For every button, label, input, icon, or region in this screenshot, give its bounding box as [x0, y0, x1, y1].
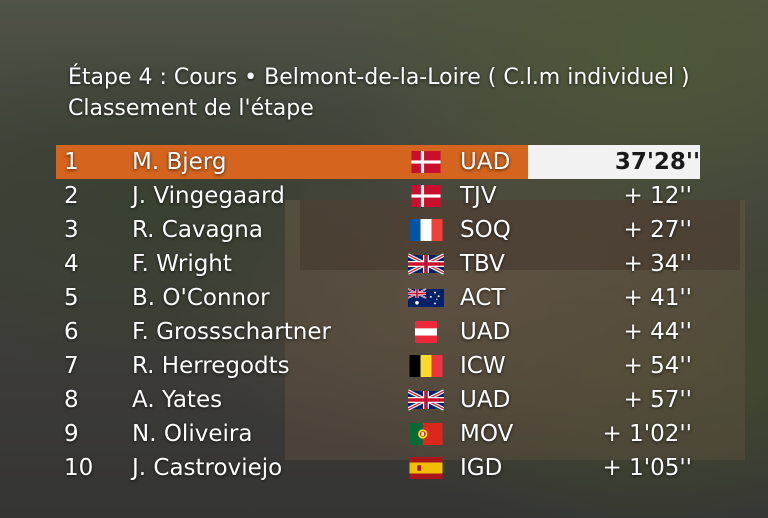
rider-name: N. Oliveira [132, 421, 253, 447]
rider-time: + 1'05'' [602, 455, 692, 481]
rider-rank: 2 [64, 183, 79, 209]
team-code: MOV [460, 421, 514, 447]
result-row: 9 N. Oliveira MOV + 1'02'' [56, 417, 700, 451]
result-row: 2 J. Vingegaard TJV + 12'' [56, 179, 700, 213]
rider-name: R. Cavagna [132, 217, 263, 243]
rider-rank: 9 [64, 421, 79, 447]
rider-name: R. Herregodts [132, 353, 290, 379]
rider-time: + 27'' [623, 217, 693, 243]
team-code: ACT [460, 285, 506, 311]
rider-time: + 12'' [623, 183, 693, 209]
austria-flag-icon [408, 321, 444, 343]
rider-time: + 41'' [623, 285, 693, 311]
rider-rank: 4 [64, 251, 79, 277]
rider-rank: 10 [64, 455, 94, 481]
rider-name: J. Vingegaard [132, 183, 285, 209]
rider-name: A. Yates [132, 387, 223, 413]
rider-rank: 7 [64, 353, 79, 379]
australia-flag-icon [408, 287, 444, 309]
stage-subtitle: Classement de l'étape [68, 96, 314, 121]
team-code: TBV [460, 251, 505, 277]
rider-name: J. Castroviejo [132, 455, 283, 481]
team-code: ICW [460, 353, 506, 379]
rider-time: + 54'' [623, 353, 693, 379]
team-code: UAD [460, 387, 511, 413]
rider-time: + 44'' [623, 319, 693, 345]
stage-header: Étape 4 : Cours • Belmont-de-la-Loire ( … [68, 62, 690, 124]
uk-flag-icon [408, 389, 444, 411]
results-board: 1 M. Bjerg UAD 37'28'' 2 J. Vingegaard T… [56, 145, 700, 485]
rider-time: + 1'02'' [602, 421, 692, 447]
france-flag-icon [408, 219, 444, 241]
result-row: 6 F. Grossschartner UAD + 44'' [56, 315, 700, 349]
rider-time: 37'28'' [614, 149, 700, 175]
background-church-roof [300, 200, 740, 270]
rider-rank: 5 [64, 285, 79, 311]
team-code: UAD [460, 319, 511, 345]
result-row: 3 R. Cavagna SOQ + 27'' [56, 213, 700, 247]
spain-flag-icon [408, 457, 444, 479]
rider-name: F. Wright [132, 251, 232, 277]
result-row: 10 J. Castroviejo IGD + 1'05'' [56, 451, 700, 485]
leader-time-box [528, 145, 700, 179]
rider-rank: 1 [64, 149, 79, 175]
result-row: 7 R. Herregodts ICW + 54'' [56, 349, 700, 383]
team-code: UAD [460, 149, 511, 175]
result-row: 4 F. Wright TBV + 34'' [56, 247, 700, 281]
team-code: TJV [460, 183, 497, 209]
result-row: 5 B. O'Connor ACT + 41'' [56, 281, 700, 315]
denmark-flag-icon [408, 185, 444, 207]
team-code: SOQ [460, 217, 511, 243]
rider-name: B. O'Connor [132, 285, 270, 311]
result-row: 1 M. Bjerg UAD 37'28'' [56, 145, 700, 179]
rider-name: M. Bjerg [132, 149, 227, 175]
rider-rank: 8 [64, 387, 79, 413]
rider-rank: 6 [64, 319, 79, 345]
stage-title: Étape 4 : Cours • Belmont-de-la-Loire ( … [68, 65, 690, 90]
rider-rank: 3 [64, 217, 79, 243]
rider-time: + 34'' [623, 251, 693, 277]
rider-name: F. Grossschartner [132, 319, 331, 345]
belgium-flag-icon [408, 355, 444, 377]
uk-flag-icon [408, 253, 444, 275]
team-code: IGD [460, 455, 503, 481]
portugal-flag-icon [408, 423, 444, 445]
result-row: 8 A. Yates UAD + 57'' [56, 383, 700, 417]
rider-time: + 57'' [623, 387, 693, 413]
denmark-flag-icon [408, 151, 444, 173]
